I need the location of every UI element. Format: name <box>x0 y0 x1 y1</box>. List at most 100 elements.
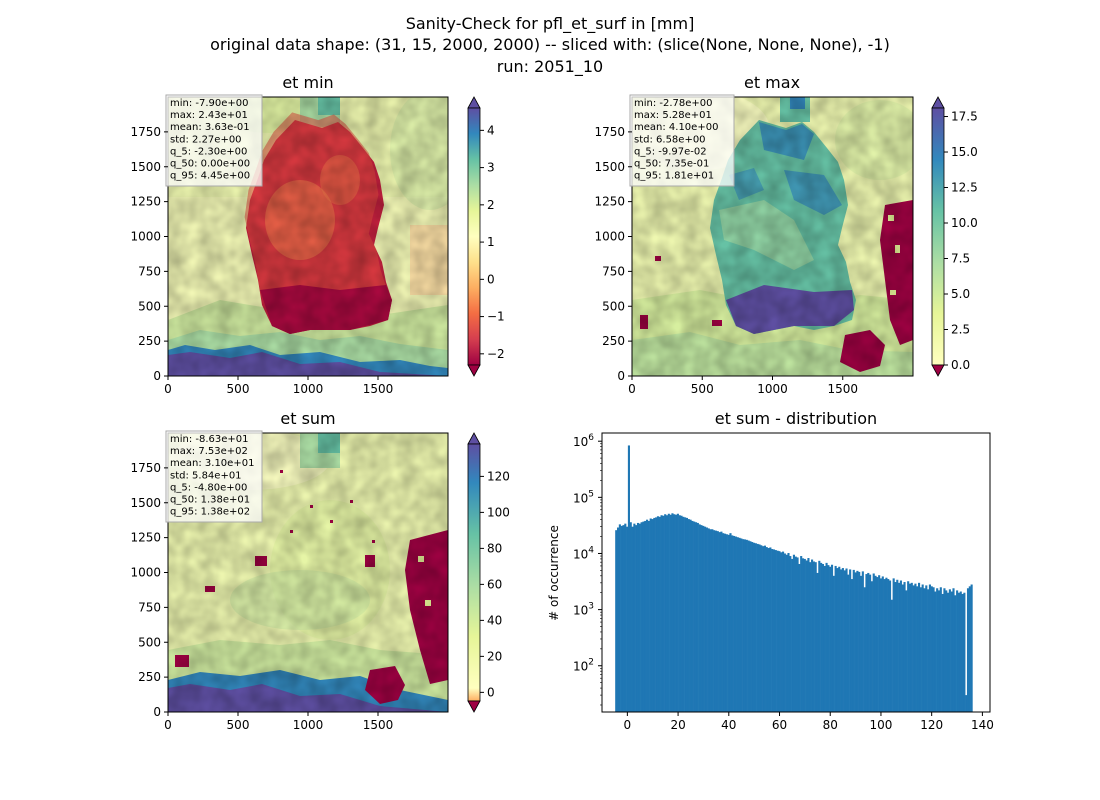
histogram-bar <box>647 520 650 712</box>
y-tick-label: 1750 <box>130 461 161 475</box>
stats-line: q_95: 1.38e+02 <box>170 507 250 518</box>
stats-line: min: -2.78e+00 <box>634 98 713 109</box>
histogram-bar <box>830 564 834 712</box>
histogram-bar <box>658 516 661 712</box>
histogram-bar <box>825 562 828 712</box>
histogram-bar <box>682 516 685 712</box>
histogram-bar <box>740 538 743 712</box>
histogram-bar <box>905 590 908 712</box>
y-tick-label: 102 <box>573 658 594 674</box>
histogram-bar <box>638 523 641 712</box>
histogram-bar <box>927 589 930 712</box>
colorbar-tick-label: 0.0 <box>951 358 970 372</box>
histogram-bar <box>698 524 701 712</box>
histogram-bar <box>894 582 897 712</box>
histogram-bar <box>700 525 703 712</box>
stats-line: max: 5.28e+01 <box>634 110 712 121</box>
histogram-bar <box>780 552 783 712</box>
histogram-bar <box>615 530 618 712</box>
histogram-bar <box>876 577 879 712</box>
histogram-bar <box>966 588 970 712</box>
histogram-bar <box>847 574 850 712</box>
histogram-bar <box>656 516 660 712</box>
histogram-bar <box>796 557 799 712</box>
histogram-bar <box>856 570 859 712</box>
histogram-bar <box>747 540 750 712</box>
histogram-bar <box>841 568 844 712</box>
histogram-bar <box>662 515 665 712</box>
stats-box-et-min <box>165 94 263 187</box>
y-tick-label: 1000 <box>594 230 625 244</box>
histogram-bar <box>908 583 912 712</box>
histogram-bar <box>711 529 714 712</box>
histogram-bar <box>956 590 959 712</box>
histogram-bar <box>874 575 877 712</box>
histogram-bar <box>807 558 810 712</box>
histogram-bar <box>936 588 939 712</box>
colorbar-tick-label: 60 <box>487 577 502 591</box>
y-tick-label: 103 <box>573 602 594 618</box>
histogram-bar <box>948 589 951 712</box>
x-tick-label: 140 <box>971 718 994 732</box>
histogram-bar <box>687 519 690 712</box>
histogram-bar <box>899 580 902 712</box>
histogram-bar <box>734 536 737 712</box>
x-tick-label: 1000 <box>757 382 788 396</box>
y-tick-label: 1500 <box>130 496 161 510</box>
histogram-bar <box>738 537 741 712</box>
histogram-bar <box>919 587 922 712</box>
histogram-bars <box>615 445 973 712</box>
panel-title-et-max: et max <box>744 73 800 92</box>
x-tick-label: 1000 <box>293 382 324 396</box>
histogram-bar <box>742 539 745 712</box>
histogram-bar <box>736 537 739 712</box>
colorbar-tick-label: 0 <box>487 272 495 286</box>
histogram-bar <box>879 578 883 712</box>
stats-line: min: -7.90e+00 <box>170 98 249 109</box>
histogram-bar <box>941 593 944 712</box>
x-tick-label: 0 <box>164 382 172 396</box>
figure-title-line-1: Sanity-Check for pfl_et_surf in [mm] <box>406 14 695 34</box>
stats-line: q_50: 1.38e+01 <box>170 495 250 506</box>
histogram-bar <box>676 513 679 712</box>
histogram-bar <box>818 560 821 712</box>
histogram-bar <box>678 515 681 712</box>
histogram-bar <box>720 531 723 712</box>
y-tick-label: 1000 <box>130 230 161 244</box>
histogram-bar <box>934 591 937 712</box>
histogram-bar <box>805 560 808 712</box>
histogram-bar <box>776 550 779 712</box>
y-tick-label: 750 <box>602 264 625 278</box>
histogram-bar <box>722 533 725 712</box>
histogram-bar <box>725 534 728 712</box>
histogram-bar <box>694 522 698 712</box>
x-tick-label: 60 <box>772 718 787 732</box>
histogram-bar <box>963 592 966 712</box>
histogram-bar <box>751 542 754 712</box>
stats-line: q_50: 0.00e+00 <box>170 159 250 170</box>
histogram-bar <box>916 586 919 712</box>
histogram-bar <box>863 587 866 712</box>
y-tick-label: 1500 <box>130 160 161 174</box>
histogram-bar <box>838 566 841 712</box>
histogram-bar <box>771 549 774 712</box>
colorbar-tick-label: 40 <box>487 613 502 627</box>
y-tick-label: 750 <box>138 600 161 614</box>
histogram-bar <box>932 587 935 712</box>
colorbar-tick-label: 5.0 <box>951 287 970 301</box>
figure-title-line-2: original data shape: (31, 15, 2000, 2000… <box>210 35 890 54</box>
y-tick-label: 1750 <box>130 125 161 139</box>
histogram-bar <box>901 584 904 712</box>
y-axis-label: # of occurrence <box>547 525 561 621</box>
stats-line: mean: 4.10e+00 <box>634 122 718 133</box>
histogram-bar <box>878 575 881 712</box>
stats-line: max: 7.53e+02 <box>170 446 248 457</box>
histogram-bar <box>758 544 761 712</box>
y-tick-label: 250 <box>602 334 625 348</box>
histogram-bar <box>704 526 707 712</box>
histogram-bar <box>937 590 941 712</box>
histogram-bar <box>763 545 766 712</box>
histogram-bar <box>733 535 736 712</box>
histogram-bar <box>626 526 629 712</box>
y-tick-label: 500 <box>138 635 161 649</box>
